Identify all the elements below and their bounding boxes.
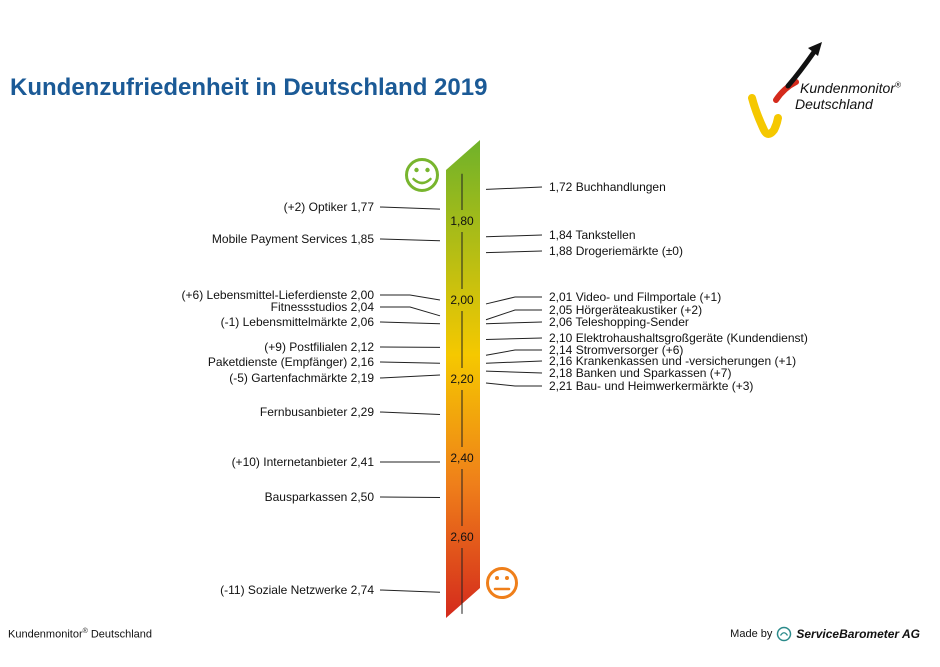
left-category-label: (+2) Optiker 1,77 (284, 200, 375, 214)
left-leader-line (379, 206, 441, 210)
right-leader-line (485, 186, 543, 190)
right-leader-line (485, 370, 543, 374)
right-leader-line (485, 296, 542, 305)
right-category-label: 2,14 Stromversorger (+6) (549, 343, 683, 357)
made-by-label: Made by (730, 628, 773, 640)
left-leader-line (380, 294, 441, 301)
left-leader-line (380, 306, 441, 317)
scale-tick-label: 2,60 (450, 530, 474, 544)
right-category-label: 1,72 Buchhandlungen (549, 180, 666, 194)
right-leader-line (485, 360, 543, 364)
logo-brand-name: Kundenmonitor (800, 80, 895, 96)
right-category-label: 2,01 Video- und Filmportale (+1) (549, 290, 721, 304)
right-leader-line (485, 234, 543, 238)
right-category-label: 2,21 Bau- und Heimwerkermärkte (+3) (549, 379, 753, 393)
right-leader-line (485, 309, 542, 321)
satisfaction-scale-bar (446, 140, 480, 618)
footer-source-name: Kundenmonitor (8, 628, 83, 641)
footer-source-rest: Deutschland (87, 628, 152, 641)
left-category-label: (+9) Postfilialen 2,12 (264, 340, 374, 354)
left-leader-line (379, 321, 441, 325)
footer-registered-mark: ® (82, 628, 88, 635)
logo-registered-mark: ® (894, 80, 901, 90)
left-leader-line (379, 361, 441, 364)
logo-text-line2: Deutschland (795, 96, 873, 112)
left-category-label: (-11) Soziale Netzwerke 2,74 (220, 583, 374, 597)
left-category-label: Bausparkassen 2,50 (265, 490, 375, 504)
scale-tick-label: 2,40 (450, 451, 474, 465)
right-category-label: 2,16 Krankenkassen und -versicherungen (… (549, 354, 796, 368)
scale-tick-label: 2,20 (450, 372, 474, 386)
right-leader-line (485, 321, 543, 325)
right-leader-line (485, 250, 543, 254)
left-category-label: Fernbusanbieter 2,29 (260, 405, 374, 419)
left-leader-line (379, 589, 441, 593)
right-leader-line (485, 349, 542, 356)
logo-text-line1: Kundenmonitor® (800, 80, 901, 96)
left-category-label: (-1) Lebensmittelmärkte 2,06 (221, 315, 375, 329)
left-category-label: Fitnessstudios 2,04 (271, 300, 375, 314)
left-category-label: Mobile Payment Services 1,85 (212, 232, 374, 246)
right-category-label: 1,84 Tankstellen (549, 228, 636, 242)
neutral-face-icon (486, 567, 518, 599)
right-leader-line (485, 337, 543, 340)
servicebarometer-brand: ServiceBarometer AG (796, 627, 920, 641)
servicebarometer-logo-icon (777, 626, 792, 642)
right-category-label: 2,06 Teleshopping-Sender (549, 315, 689, 329)
kundenmonitor-logo-icon (748, 42, 822, 138)
right-category-label: 2,05 Hörgeräteakustiker (+2) (549, 303, 702, 317)
left-category-label: (-5) Gartenfachmärkte 2,19 (229, 371, 374, 385)
right-category-label: 2,18 Banken und Sparkassen (+7) (549, 366, 731, 380)
left-leader-line (379, 496, 441, 498)
happy-face-icon (405, 158, 439, 192)
right-leader-line (485, 382, 542, 387)
left-leader-line (379, 238, 441, 242)
footer-source: Kundenmonitor® Deutschland (8, 628, 152, 641)
scale-tick-label: 2,00 (450, 293, 474, 307)
left-category-label: Paketdienste (Empfänger) 2,16 (208, 355, 374, 369)
right-category-label: 1,88 Drogeriemärkte (±0) (549, 244, 683, 258)
left-category-label: (+6) Lebensmittel-Lieferdienste 2,00 (182, 288, 375, 302)
scale-tick-label: 1,80 (450, 214, 474, 228)
right-category-label: 2,10 Elektrohaushaltsgroßgeräte (Kundend… (549, 331, 808, 345)
footer-credit: Made by ServiceBarometer AG (730, 626, 920, 642)
page-title: Kundenzufriedenheit in Deutschland 2019 (10, 74, 488, 101)
left-category-label: (+10) Internetanbieter 2,41 (232, 455, 375, 469)
left-leader-line (379, 374, 441, 379)
left-leader-line (379, 411, 441, 416)
